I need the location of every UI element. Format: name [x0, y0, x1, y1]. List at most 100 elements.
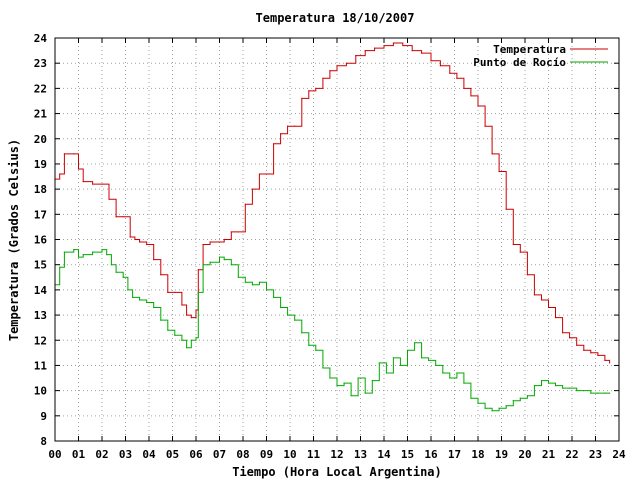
data-point-punto-de-rocio	[167, 330, 168, 331]
data-point-temperatura	[355, 55, 356, 56]
data-point-temperatura	[195, 309, 196, 310]
x-tick-label: 19	[495, 448, 508, 461]
data-point-punto-de-rocio	[139, 299, 140, 300]
data-point-temperatura	[393, 42, 394, 43]
data-point-temperatura	[430, 60, 431, 61]
x-tick-label: 14	[377, 448, 391, 461]
data-point-punto-de-rocio	[123, 277, 124, 278]
data-point-temperatura	[202, 244, 203, 245]
data-point-punto-de-rocio	[315, 350, 316, 351]
data-point-punto-de-rocio	[477, 403, 478, 404]
data-point-temperatura	[186, 314, 187, 315]
legend-label-temperatura: Temperatura	[493, 43, 566, 56]
data-point-temperatura	[238, 231, 239, 232]
data-point-temperatura	[527, 274, 528, 275]
data-point-punto-de-rocio	[132, 297, 133, 298]
x-tick-label: 04	[142, 448, 156, 461]
data-point-punto-de-rocio	[492, 410, 493, 411]
y-tick-label: 23	[34, 57, 47, 70]
data-point-punto-de-rocio	[520, 398, 521, 399]
data-point-punto-de-rocio	[294, 320, 295, 321]
data-point-temperatura	[590, 352, 591, 353]
data-point-punto-de-rocio	[379, 362, 380, 363]
data-point-temperatura	[506, 209, 507, 210]
data-point-punto-de-rocio	[548, 382, 549, 383]
data-point-temperatura	[231, 231, 232, 232]
data-point-punto-de-rocio	[191, 340, 192, 341]
data-point-temperatura	[470, 95, 471, 96]
data-point-punto-de-rocio	[569, 388, 570, 389]
data-point-punto-de-rocio	[351, 395, 352, 396]
data-point-punto-de-rocio	[590, 393, 591, 394]
data-point-punto-de-rocio	[336, 385, 337, 386]
data-point-punto-de-rocio	[245, 282, 246, 283]
data-point-temperatura	[245, 204, 246, 205]
data-point-temperatura	[191, 317, 192, 318]
data-point-punto-de-rocio	[111, 264, 112, 265]
chart-container: 00 01 02 03 04 05 06 07 08 09 10 11 12 13 14 15 16 17 18 19…	[0, 0, 640, 480]
data-point-punto-de-rocio	[597, 393, 598, 394]
data-point-temperatura	[308, 90, 309, 91]
y-tick-label: 14	[34, 284, 48, 297]
data-point-punto-de-rocio	[210, 262, 211, 263]
data-point-temperatura	[294, 126, 295, 127]
data-point-punto-de-rocio	[343, 382, 344, 383]
data-point-temperatura	[167, 292, 168, 293]
y-tick-label: 9	[40, 410, 47, 423]
data-point-punto-de-rocio	[92, 251, 93, 252]
data-point-punto-de-rocio	[534, 385, 535, 386]
data-point-punto-de-rocio	[513, 400, 514, 401]
data-point-punto-de-rocio	[64, 251, 65, 252]
y-tick-label: 12	[34, 334, 47, 347]
data-point-punto-de-rocio	[116, 272, 117, 273]
data-point-punto-de-rocio	[414, 342, 415, 343]
data-point-punto-de-rocio	[153, 307, 154, 308]
line-chart: 00 01 02 03 04 05 06 07 08 09 10 11 12 13 14 15 16 17 18 19…	[0, 0, 640, 480]
data-point-punto-de-rocio	[470, 398, 471, 399]
data-point-temperatura	[329, 70, 330, 71]
data-point-temperatura	[322, 78, 323, 79]
y-tick-label: 22	[34, 82, 47, 95]
y-tick-label: 10	[34, 385, 47, 398]
data-point-temperatura	[534, 294, 535, 295]
data-point-punto-de-rocio	[273, 297, 274, 298]
data-point-temperatura	[609, 362, 610, 363]
data-point-temperatura	[259, 173, 260, 174]
x-tick-label: 08	[236, 448, 249, 461]
data-point-temperatura	[604, 360, 605, 361]
y-tick-label: 24	[34, 32, 48, 45]
x-tick-label: 00	[48, 448, 61, 461]
x-tick-label: 15	[401, 448, 414, 461]
data-point-punto-de-rocio	[202, 264, 203, 265]
data-point-temperatura	[513, 244, 514, 245]
y-tick-label: 16	[34, 234, 48, 247]
x-tick-label: 22	[565, 448, 578, 461]
data-point-punto-de-rocio	[181, 340, 182, 341]
data-point-punto-de-rocio	[160, 320, 161, 321]
data-point-temperatura	[301, 98, 302, 99]
data-point-temperatura	[484, 126, 485, 127]
data-point-temperatura	[123, 216, 124, 217]
y-axis-label: Temperatura (Grados Celsius)	[7, 139, 21, 341]
x-tick-label: 05	[166, 448, 179, 461]
data-point-temperatura	[219, 241, 220, 242]
data-point-temperatura	[402, 45, 403, 46]
data-point-temperatura	[463, 88, 464, 89]
data-point-temperatura	[83, 181, 84, 182]
data-point-temperatura	[374, 47, 375, 48]
data-point-temperatura	[576, 345, 577, 346]
data-point-temperatura	[449, 73, 450, 74]
data-point-punto-de-rocio	[555, 385, 556, 386]
data-point-punto-de-rocio	[400, 365, 401, 366]
data-point-punto-de-rocio	[252, 284, 253, 285]
data-point-punto-de-rocio	[308, 345, 309, 346]
data-point-temperatura	[108, 199, 109, 200]
data-point-punto-de-rocio	[127, 289, 128, 290]
data-point-punto-de-rocio	[393, 357, 394, 358]
x-tick-label: 13	[354, 448, 367, 461]
x-tick-label: 20	[518, 448, 531, 461]
data-point-temperatura	[336, 65, 337, 66]
data-point-punto-de-rocio	[224, 259, 225, 260]
data-point-punto-de-rocio	[146, 302, 147, 303]
data-point-punto-de-rocio	[322, 367, 323, 368]
